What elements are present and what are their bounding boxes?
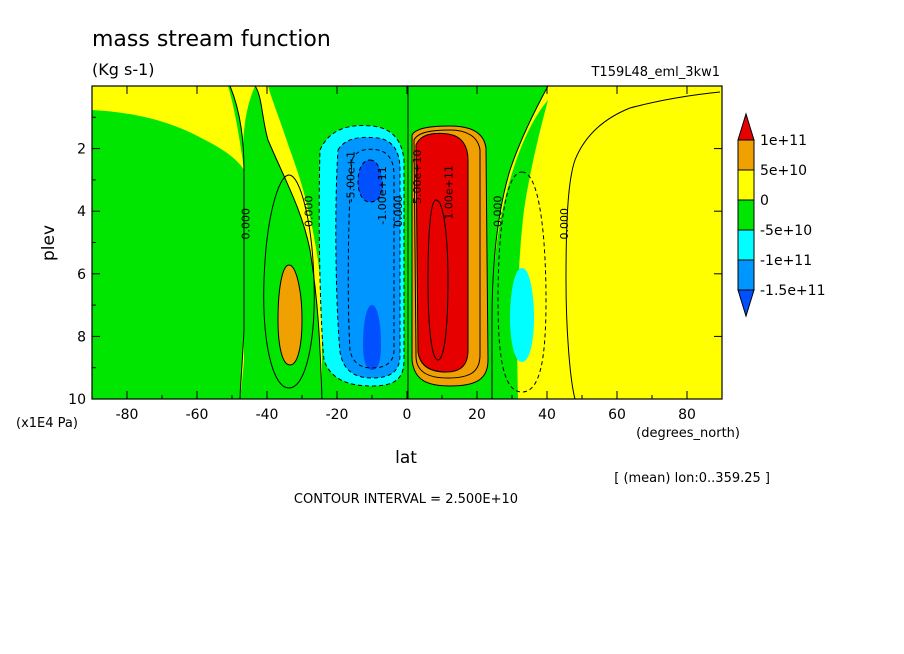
legend-swatch	[737, 289, 755, 318]
legend-label: 1e+11	[760, 133, 807, 149]
x-tick-label: 80	[678, 407, 696, 423]
color-legend: 1e+11 5e+10 0 -5e+10 -1e+11 -1.5e+11	[737, 112, 825, 318]
x-axis: -80 -60 -40 -20 0 20 40 60 80	[91, 86, 723, 423]
legend-swatch	[737, 169, 755, 201]
contour-zero-east	[491, 86, 549, 399]
x-axis-units: (degrees_north)	[636, 426, 740, 441]
contour-interval: CONTOUR INTERVAL = 2.500E+10	[294, 492, 518, 507]
y-axis: 2 4 6 8 10	[68, 116, 722, 408]
contour-pos-nh-inner	[415, 132, 469, 373]
legend-label: 0	[760, 193, 769, 209]
contour-label: 1.00e+11	[443, 165, 456, 219]
contour-label: 5.00e+10	[411, 150, 424, 204]
x-tick-label: -60	[186, 407, 209, 423]
contour-pos-nh-outer	[411, 125, 489, 387]
units-label: (Kg s-1)	[92, 60, 155, 79]
x-tick-label: 20	[468, 407, 486, 423]
contour-neg-sh-outer	[318, 125, 405, 387]
legend-swatch	[737, 199, 755, 231]
contour-neg-sh-mid	[335, 136, 401, 379]
y-tick-label: 6	[77, 267, 86, 283]
contour-pos-nh-core	[427, 199, 449, 361]
y-tick-label: 10	[68, 392, 86, 408]
y-axis-label: plev	[39, 225, 59, 261]
legend-swatch	[737, 112, 755, 141]
field-blue-sh	[335, 137, 400, 378]
contour-label: -1.00e+11	[376, 166, 389, 224]
contour-label: 0.000	[303, 195, 316, 227]
contour-lines	[229, 86, 721, 399]
legend-swatch	[737, 139, 755, 171]
x-axis-label: lat	[395, 448, 417, 468]
contour-neg-sh-inner	[347, 148, 395, 369]
x-tick-label: 60	[608, 407, 626, 423]
legend-label: -5e+10	[760, 223, 812, 239]
x-tick-label: -40	[256, 407, 279, 423]
contour-label: 0.000	[240, 208, 253, 240]
y-tick-label: 4	[77, 204, 86, 220]
field-orange-sh	[278, 265, 302, 365]
run-label: T159L48_eml_3kw1	[590, 65, 720, 80]
y-tick-label: 2	[77, 142, 86, 158]
x-tick-label: 40	[538, 407, 556, 423]
contour-field	[92, 86, 722, 399]
field-green-nh-edge	[492, 100, 548, 399]
mean-note: [ (mean) lon:0..359.25 ]	[614, 471, 770, 486]
field-cyan-nh	[510, 268, 534, 362]
field-yellow-nh	[492, 86, 720, 399]
contour-pos-nh-mid	[413, 129, 481, 379]
legend-label: 5e+10	[760, 163, 807, 179]
field-darkblue-sh-lower	[363, 305, 381, 370]
contour-pos-sh-1	[263, 174, 315, 389]
contour-pos-sh-2	[277, 264, 303, 366]
legend-swatch	[737, 229, 755, 261]
contour-labels: 0.000 0.000 0.000 0.000 0.000 -5.00e+1 -1.00e+…	[240, 150, 572, 240]
contour-zero-nh-tail	[565, 91, 721, 399]
y-tick-label: 8	[77, 329, 86, 345]
field-green-sh-polar	[92, 86, 244, 399]
x-tick-label: -80	[116, 407, 139, 423]
contour-zero-sh-tail	[229, 86, 245, 399]
field-darkblue-sh	[358, 160, 382, 202]
contour-zero-west	[254, 86, 323, 399]
contour-label: 0.000	[558, 208, 571, 240]
legend-swatch	[737, 259, 755, 291]
contour-label: 0.000	[392, 195, 405, 227]
legend-label: -1e+11	[760, 253, 812, 269]
contour-label: -5.00e+1	[345, 151, 358, 202]
legend-label: -1.5e+11	[760, 283, 825, 299]
chart-title: mass stream function	[92, 27, 331, 52]
contour-neg-nh	[497, 171, 547, 393]
y-axis-units: (x1E4 Pa)	[16, 416, 78, 431]
x-tick-label: 0	[403, 407, 412, 423]
contour-label: 0.000	[492, 195, 505, 227]
field-yellow-polar-cap	[92, 86, 244, 170]
x-tick-label: -20	[326, 407, 349, 423]
